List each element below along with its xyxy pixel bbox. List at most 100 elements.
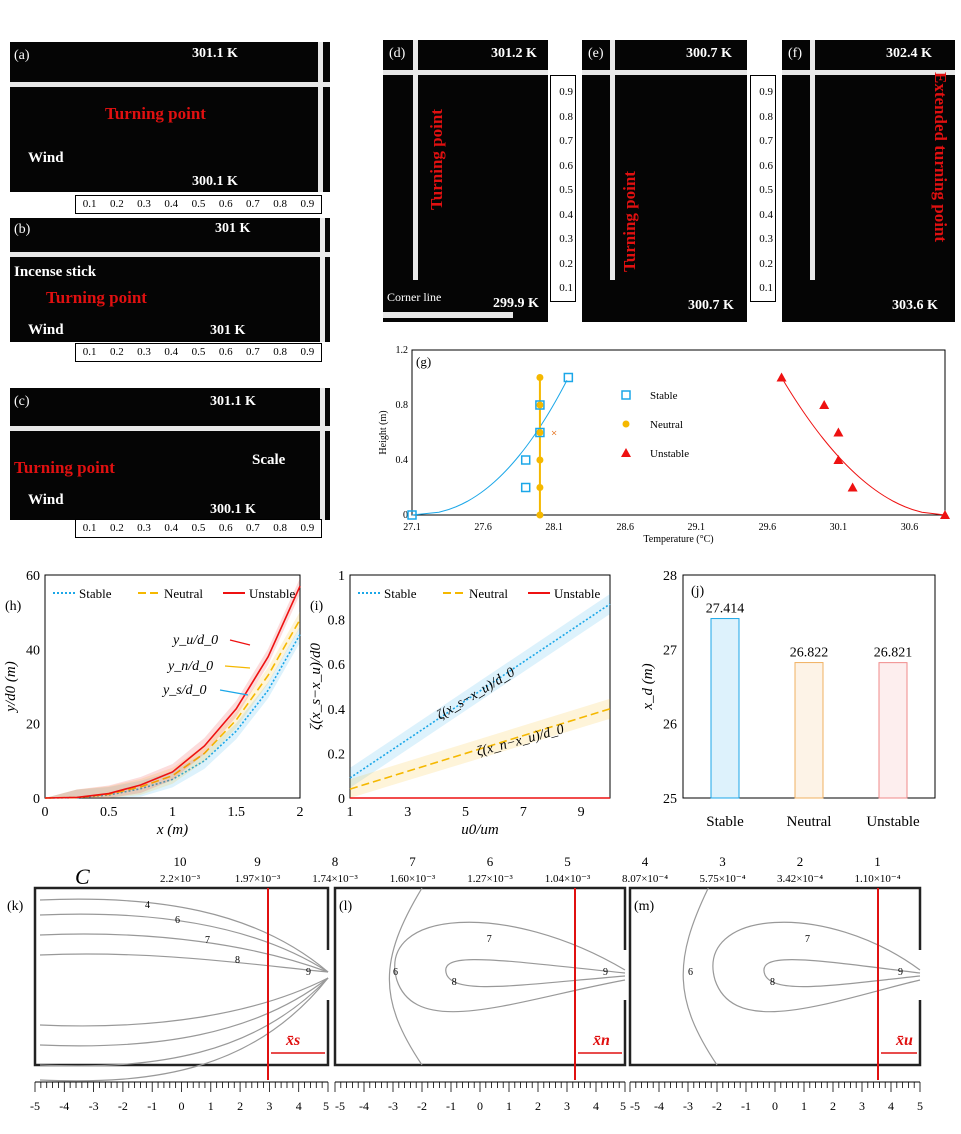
level-number: 6 bbox=[487, 854, 494, 869]
scale-tick: 0.5 bbox=[191, 346, 206, 358]
neutral-point bbox=[536, 456, 544, 464]
y-tick-label: 0 bbox=[403, 510, 408, 521]
scale-tick: 0.4 bbox=[164, 198, 179, 210]
level-value: 5.75×10⁻⁴ bbox=[699, 873, 745, 885]
unstable-point bbox=[819, 400, 830, 409]
level-value: 1.10×10⁻⁴ bbox=[854, 873, 900, 885]
contour-line bbox=[682, 887, 718, 1066]
contour-line bbox=[39, 953, 329, 973]
contour-line bbox=[39, 977, 329, 1082]
panel-label: (k) bbox=[7, 899, 24, 914]
y-tick-label: 1 bbox=[338, 569, 345, 584]
y-tick-label: 0.8 bbox=[396, 400, 409, 411]
panel-label: (c) bbox=[14, 394, 30, 409]
distance-label: x̄n bbox=[592, 1032, 610, 1049]
x-tick-label: 0 bbox=[477, 1099, 483, 1113]
contour-line bbox=[394, 921, 626, 1013]
level-value: 1.27×10⁻³ bbox=[467, 873, 513, 885]
scale-tick: 0.8 bbox=[273, 198, 288, 210]
data-label: 27.414 bbox=[706, 602, 745, 617]
scale-tick: 0.5 bbox=[559, 184, 573, 196]
x-tick-label: 7 bbox=[520, 805, 527, 820]
contour-label: 8 bbox=[770, 977, 775, 988]
scale-tick: 0.8 bbox=[273, 522, 288, 534]
x-tick-label: 3 bbox=[859, 1099, 865, 1113]
scale-tick: 0.6 bbox=[559, 159, 573, 172]
x-tick-label: 5 bbox=[917, 1099, 923, 1113]
contour-label: 4 bbox=[145, 900, 150, 911]
scale-bar-b: 0.1 0.2 0.3 0.4 0.5 0.6 0.7 0.8 0.9 bbox=[75, 343, 322, 362]
bar-stable bbox=[710, 618, 740, 799]
legend-label: Neutral bbox=[650, 419, 683, 431]
temp-bottom: 303.6 K bbox=[892, 298, 938, 313]
x-axis-label: x (m) bbox=[156, 822, 188, 838]
y-axis-label: y/d0 (m) bbox=[3, 661, 19, 713]
y-axis-label: ζ(x_s−x_u)/d0 bbox=[308, 643, 324, 731]
scale-tick: 0.9 bbox=[300, 198, 315, 210]
y-axis-label: Height (m) bbox=[378, 410, 389, 454]
stable-point bbox=[535, 400, 545, 410]
x-tick-label: 5 bbox=[323, 1099, 329, 1113]
scale-tick: 0.3 bbox=[759, 233, 773, 245]
scale-tick: 0.4 bbox=[164, 346, 179, 358]
y-tick-label: 0 bbox=[33, 792, 40, 807]
x-tick-label: -4 bbox=[654, 1099, 664, 1113]
scale-tick: 0.7 bbox=[759, 135, 773, 147]
temp-top: 300.7 K bbox=[686, 46, 732, 61]
scale-tick: 0.9 bbox=[559, 86, 573, 98]
series-line-stable bbox=[349, 603, 611, 779]
level-number: 5 bbox=[564, 854, 571, 869]
contour-legend-title: C bbox=[75, 864, 90, 889]
contour-line bbox=[763, 959, 921, 988]
neutral-point bbox=[536, 374, 544, 381]
scale-tick: 0.6 bbox=[759, 159, 773, 172]
level-value: 1.97×10⁻³ bbox=[235, 873, 281, 885]
x-tick-label: 1 bbox=[506, 1099, 512, 1113]
scale-label: Scale bbox=[252, 452, 286, 468]
scale-tick: 0.2 bbox=[109, 346, 124, 358]
unstable-point bbox=[833, 427, 844, 437]
x-tick-label: 3 bbox=[564, 1099, 570, 1113]
x-tick-label: 4 bbox=[296, 1099, 302, 1113]
series-line-neutral bbox=[349, 708, 611, 790]
x-tick-label: -1 bbox=[741, 1099, 751, 1113]
scale-tick: 0.2 bbox=[559, 257, 573, 270]
level-number: 1 bbox=[874, 854, 881, 869]
unstable-point bbox=[621, 448, 631, 457]
scale-tick: 0.6 bbox=[218, 522, 233, 534]
x-tick-label: 4 bbox=[888, 1099, 894, 1113]
y-tick-label: 0 bbox=[338, 792, 345, 807]
scale-tick: 0.5 bbox=[191, 198, 206, 210]
x-tick-label: 0 bbox=[772, 1099, 778, 1113]
neutral-point bbox=[622, 420, 630, 428]
contour-line bbox=[39, 933, 329, 973]
distance-label: x̄s bbox=[285, 1032, 300, 1049]
x-tick-label: -2 bbox=[712, 1099, 722, 1113]
panel-label: (f) bbox=[788, 46, 802, 61]
photo-e: (e) 300.7 K 300.7 K Turning point bbox=[582, 40, 747, 322]
distance-label: x̄u bbox=[895, 1032, 913, 1049]
x-tick-label: 0 bbox=[179, 1099, 185, 1113]
unstable-point bbox=[940, 510, 950, 519]
annotation-label: y_n/d_0 bbox=[166, 659, 213, 674]
stable-point bbox=[563, 372, 574, 383]
neutral-point bbox=[536, 511, 544, 519]
contour-lines bbox=[682, 887, 921, 1066]
y-tick-label: 27 bbox=[663, 643, 677, 658]
x-tick-label: 5 bbox=[462, 805, 469, 820]
contour-label: 8 bbox=[452, 977, 457, 988]
temp-top: 301.1 K bbox=[192, 46, 238, 61]
y-tick-label: 26 bbox=[663, 718, 677, 733]
scale-tick: 0.2 bbox=[759, 257, 773, 270]
annotation-arrow bbox=[219, 689, 249, 696]
contour-panel bbox=[333, 886, 627, 1067]
contour-label: 6 bbox=[688, 967, 693, 978]
contour-label: 7 bbox=[205, 935, 210, 946]
neutral-point bbox=[536, 429, 544, 436]
panel-label: (e) bbox=[588, 46, 604, 61]
x-axis-label: u0/um bbox=[461, 822, 499, 838]
x-tick-label: -1 bbox=[147, 1099, 157, 1113]
y-tick-label: 0.6 bbox=[328, 658, 346, 673]
annotation-arrow bbox=[229, 639, 251, 646]
